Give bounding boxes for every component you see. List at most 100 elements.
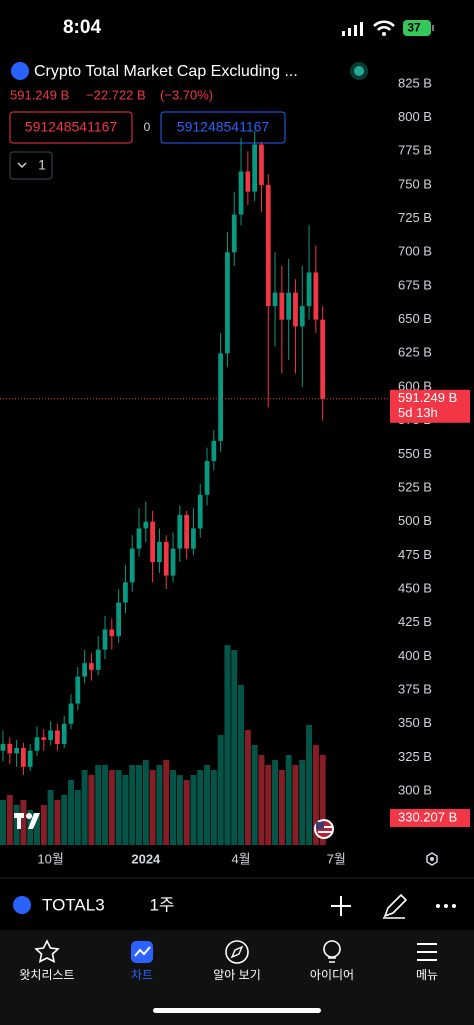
volume-bar bbox=[108, 770, 115, 845]
candle-body bbox=[143, 521, 149, 529]
candle-body bbox=[225, 252, 230, 354]
candle-body bbox=[27, 750, 33, 767]
volume-bar bbox=[13, 805, 20, 845]
tab-label[interactable]: 왓치리스트 bbox=[19, 968, 74, 982]
indicator-toggle[interactable] bbox=[9, 151, 53, 180]
volume-bar bbox=[136, 765, 143, 845]
candle-body bbox=[75, 676, 81, 704]
toolbar-symbol[interactable]: TOTAL3 bbox=[42, 895, 105, 914]
candle-body bbox=[204, 461, 210, 495]
volume-bar bbox=[190, 775, 197, 845]
candle-body bbox=[245, 171, 251, 192]
tv-logo bbox=[14, 813, 40, 829]
candle-body bbox=[14, 748, 19, 754]
tab-icon-chart-line bbox=[134, 946, 151, 957]
more-icon[interactable] bbox=[436, 904, 456, 908]
x-tick-label: 10월 bbox=[37, 851, 63, 866]
y-tick-label: 700 B bbox=[398, 244, 432, 259]
chevron bbox=[17, 162, 27, 169]
volume-bar bbox=[251, 745, 258, 845]
candle-body bbox=[89, 663, 94, 670]
tab-icon-compass bbox=[230, 945, 244, 959]
y-tick-label: 775 B bbox=[398, 143, 432, 158]
spread: 0 bbox=[144, 120, 151, 134]
toolbar-interval[interactable]: 1주 bbox=[149, 895, 174, 914]
symbol-logo-small bbox=[13, 896, 31, 914]
symbol-logo bbox=[11, 62, 29, 80]
price-change: −22.722 B bbox=[86, 87, 146, 102]
candle-body bbox=[177, 514, 183, 549]
volume-bar bbox=[0, 800, 6, 845]
volume-bar bbox=[47, 790, 54, 845]
candle-body bbox=[68, 703, 74, 724]
tab-label[interactable]: 알아 보기 bbox=[213, 968, 261, 982]
y-tick-label: 650 B bbox=[398, 311, 432, 326]
y-tick-label: 400 B bbox=[398, 648, 432, 663]
candle-body bbox=[231, 214, 237, 253]
x-tick-label: 2024 bbox=[131, 851, 161, 866]
candle-body bbox=[197, 494, 203, 529]
candle-body bbox=[21, 748, 26, 767]
candle-body bbox=[252, 144, 258, 192]
volume-bar bbox=[81, 770, 88, 845]
tab-label[interactable]: 메뉴 bbox=[416, 968, 438, 982]
y-tick-label: 500 B bbox=[398, 513, 432, 528]
candle-body bbox=[7, 743, 13, 754]
candle-body bbox=[306, 272, 312, 307]
volume-bar bbox=[115, 770, 122, 845]
y-tick-label: 300 B bbox=[398, 783, 432, 798]
add-icon[interactable] bbox=[331, 896, 351, 916]
candle-body bbox=[211, 440, 217, 462]
candle-body bbox=[157, 541, 162, 563]
tab-label[interactable]: 아이디어 bbox=[310, 968, 354, 982]
symbol-title[interactable]: Crypto Total Market Cap Excluding ... bbox=[34, 63, 298, 80]
volume-bar bbox=[170, 770, 177, 845]
candle-body bbox=[286, 292, 292, 320]
y-tick-label: 825 B bbox=[398, 75, 432, 90]
candle-body bbox=[272, 292, 278, 307]
price-tag-countdown: 5d 13h bbox=[398, 405, 438, 420]
volume-bar bbox=[231, 650, 238, 845]
candle-body bbox=[55, 730, 60, 744]
candle-body bbox=[34, 737, 40, 751]
y-tick-label: 625 B bbox=[398, 345, 432, 360]
y-tick-label: 475 B bbox=[398, 547, 432, 562]
tab-icon-ideas bbox=[323, 940, 341, 958]
volume-bar bbox=[244, 730, 251, 845]
y-tick-label: 375 B bbox=[398, 682, 432, 697]
settings-icon[interactable] bbox=[426, 852, 438, 866]
volume-bar bbox=[6, 795, 13, 845]
candle-body bbox=[191, 528, 196, 549]
volume-bar bbox=[54, 800, 61, 845]
status-icons bbox=[342, 20, 434, 36]
candle-body bbox=[170, 548, 176, 576]
buy-button[interactable] bbox=[160, 111, 286, 144]
volume-bar bbox=[204, 765, 211, 845]
candle-body bbox=[41, 737, 47, 740]
y-tick-label: 800 B bbox=[398, 109, 432, 124]
home-indicator bbox=[153, 1008, 321, 1013]
flag-icon[interactable] bbox=[314, 819, 334, 839]
y-tick-label: 725 B bbox=[398, 210, 432, 225]
y-tick-label: 675 B bbox=[398, 277, 432, 292]
sell-button[interactable] bbox=[9, 111, 133, 144]
tab-label[interactable]: 차트 bbox=[131, 968, 153, 982]
candle-body bbox=[313, 272, 319, 320]
volume-bar bbox=[285, 755, 292, 845]
candle-body bbox=[184, 514, 190, 549]
candle-body bbox=[218, 353, 224, 441]
market-status-dot bbox=[354, 66, 364, 76]
draw-icon[interactable] bbox=[383, 893, 408, 919]
tab-icon-explore bbox=[225, 940, 249, 964]
tab-icon-watchlist bbox=[34, 939, 60, 963]
volume-bar bbox=[258, 755, 265, 845]
candle-body bbox=[129, 548, 135, 583]
status-time: 8:04 bbox=[63, 17, 101, 38]
volume-bar bbox=[197, 770, 204, 845]
volume-bar bbox=[312, 745, 319, 845]
volume-bar bbox=[40, 805, 47, 845]
y-tick-label: 525 B bbox=[398, 479, 432, 494]
candle-body bbox=[123, 582, 128, 603]
